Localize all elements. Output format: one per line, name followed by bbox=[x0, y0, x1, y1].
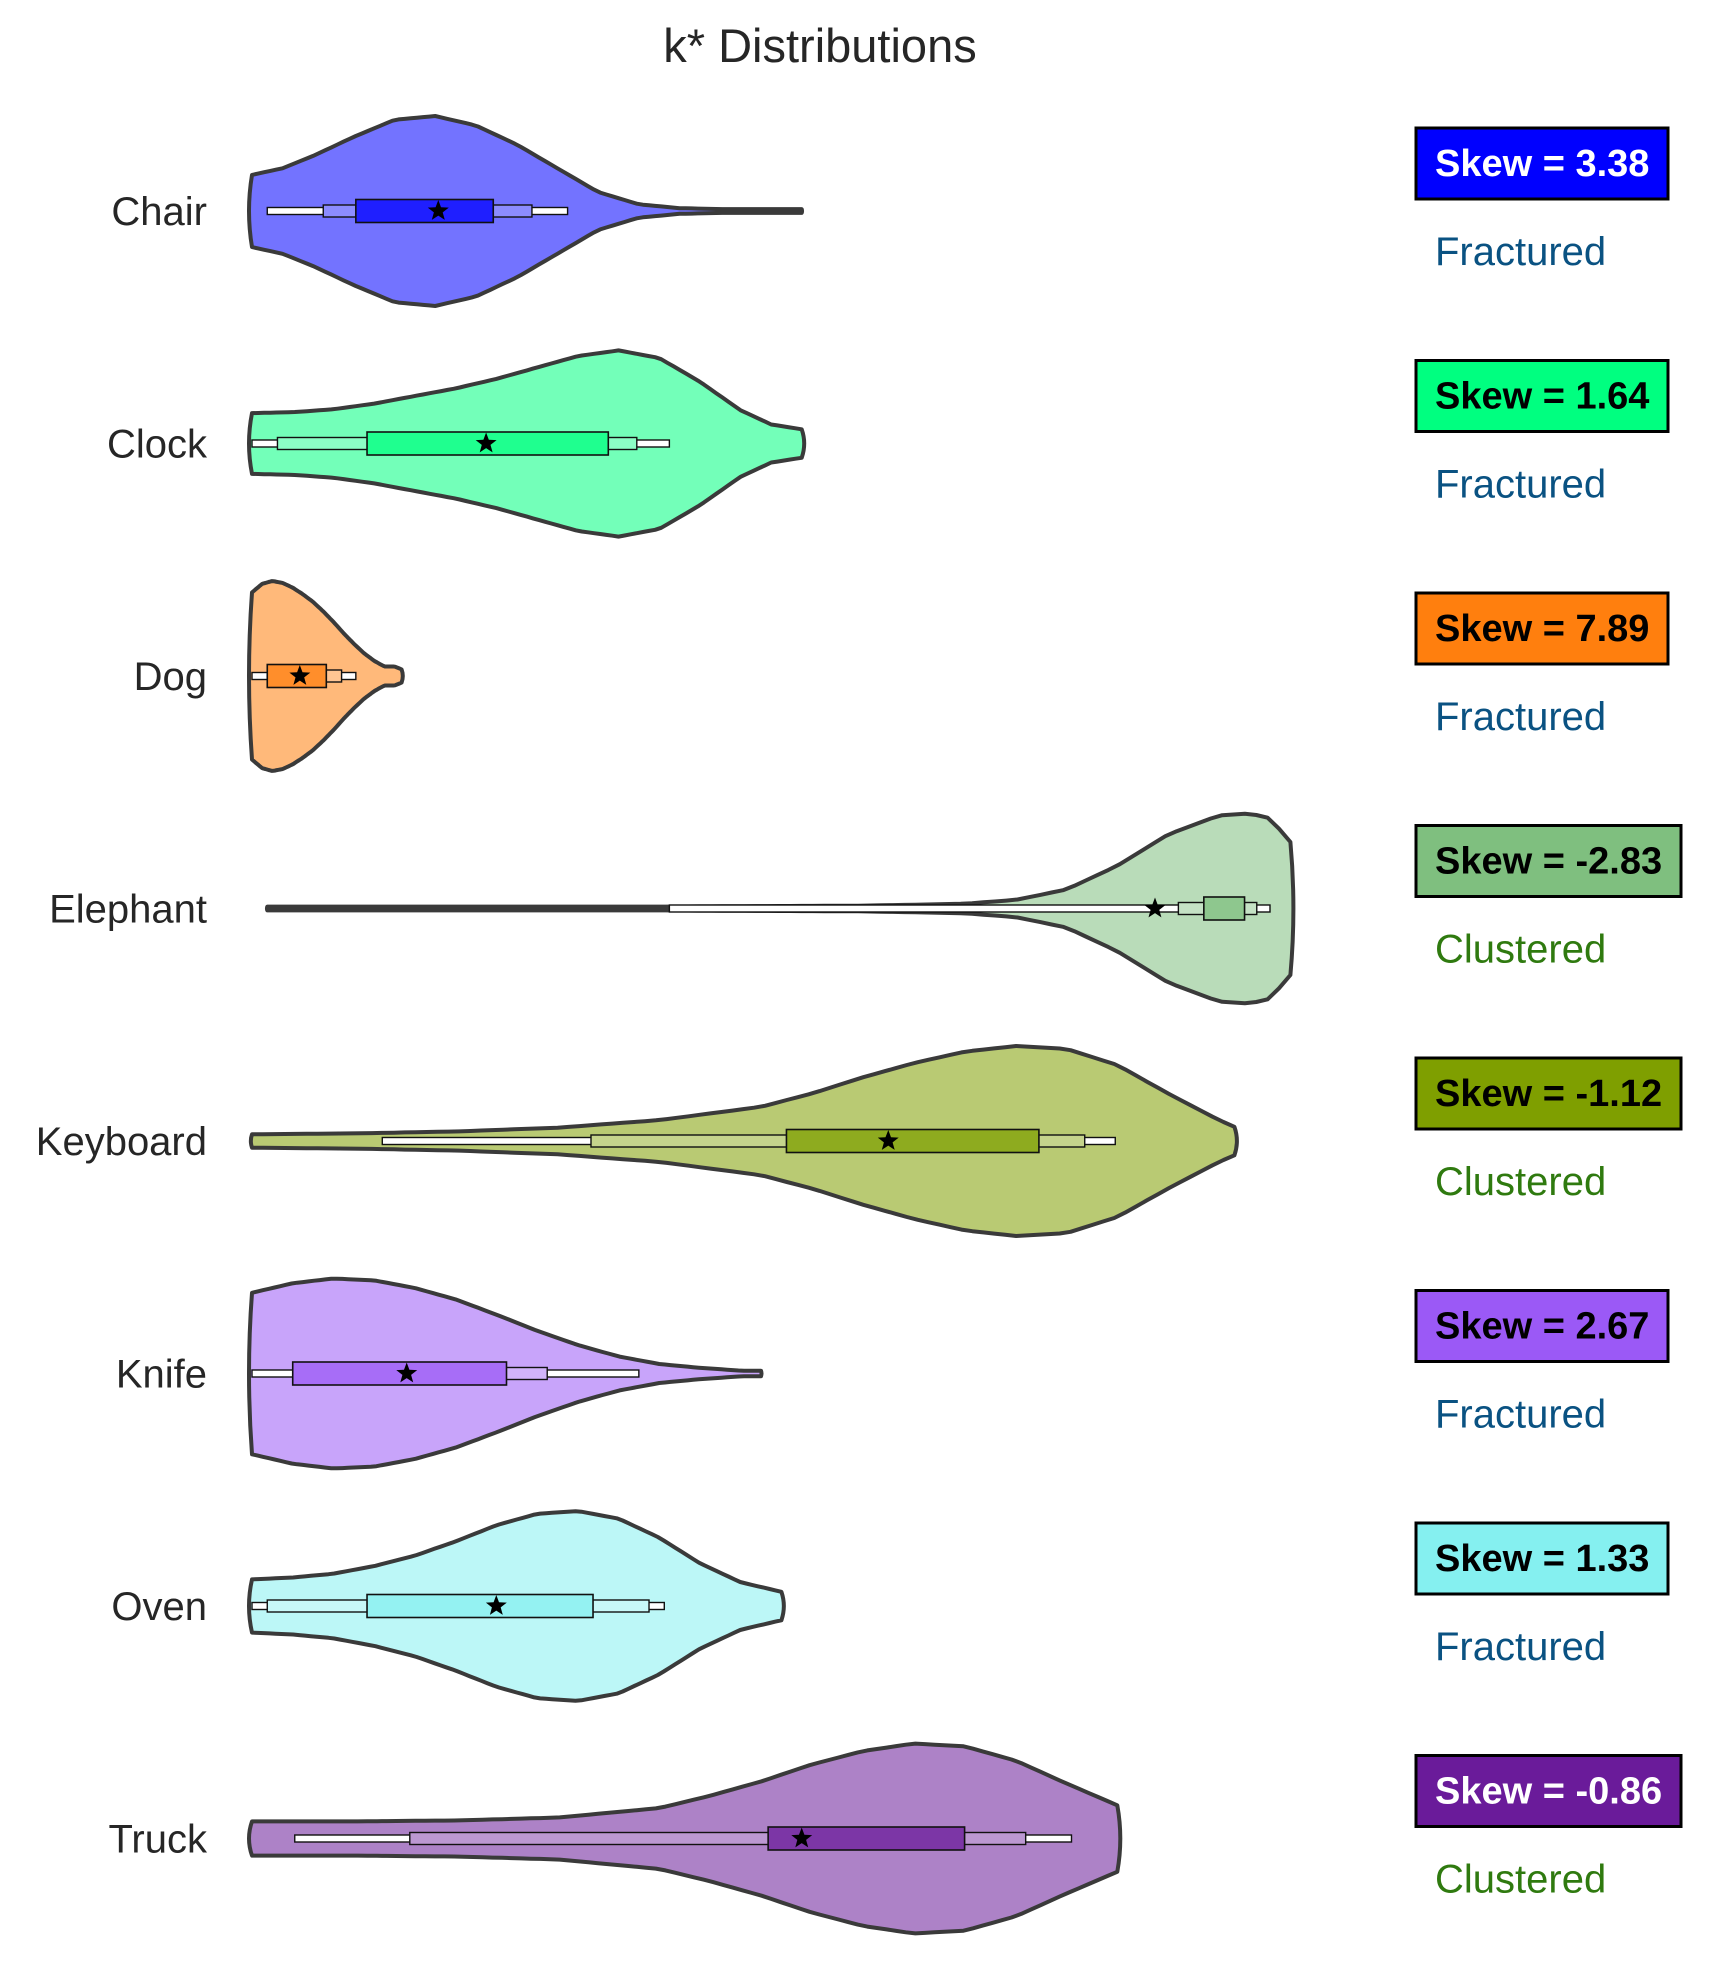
mean-star-marker bbox=[396, 1362, 418, 1383]
chart-title: k* Distributions bbox=[663, 19, 976, 72]
iqr-box bbox=[785, 1128, 1040, 1154]
status-label: Fractured bbox=[1435, 463, 1606, 507]
whisker-bar bbox=[668, 904, 1271, 913]
category-label: Clock bbox=[107, 423, 208, 467]
status-label: Fractured bbox=[1435, 1393, 1606, 1437]
iqr-box bbox=[355, 198, 495, 224]
category-label: Knife bbox=[116, 1353, 207, 1397]
violin-row: Dog Skew = 7.89 Fractured bbox=[134, 579, 1670, 773]
skew-label: Skew = 3.38 bbox=[1435, 143, 1649, 185]
skew-badge-box bbox=[1414, 824, 1683, 898]
category-label: Dog bbox=[134, 655, 207, 699]
category-label: Elephant bbox=[49, 888, 207, 932]
violin-row: Keyboard Skew = -1.12 Clustered bbox=[36, 1044, 1683, 1238]
skew-badge-box bbox=[1414, 1754, 1683, 1828]
skew-label: Skew = -0.86 bbox=[1435, 1771, 1662, 1813]
category-label: Chair bbox=[111, 190, 207, 234]
iqr-box bbox=[1203, 896, 1246, 921]
skew-badge-box bbox=[1414, 1521, 1670, 1596]
skew-badge: Skew = 1.64 bbox=[1414, 359, 1670, 433]
skew-label: Skew = -1.12 bbox=[1435, 1073, 1662, 1115]
status-label: Fractured bbox=[1435, 230, 1606, 274]
skew-badge: Skew = -1.12 bbox=[1414, 1056, 1683, 1131]
skew-badge: Skew = 1.33 bbox=[1414, 1521, 1670, 1596]
violin-row: Oven Skew = 1.33 Fractured bbox=[111, 1509, 1670, 1703]
skew-badge: Skew = 7.89 bbox=[1414, 591, 1670, 666]
mean-star-marker bbox=[877, 1130, 899, 1150]
skew-label: Skew = 1.33 bbox=[1435, 1538, 1649, 1580]
iqr-box bbox=[291, 1361, 508, 1386]
skew-label: Skew = -2.83 bbox=[1435, 841, 1662, 883]
skew-badge-box bbox=[1414, 1056, 1683, 1131]
skew-badge: Skew = 2.67 bbox=[1414, 1289, 1670, 1363]
mean-star-marker bbox=[427, 200, 449, 220]
mean-star-marker bbox=[791, 1827, 813, 1848]
status-label: Clustered bbox=[1435, 1160, 1606, 1204]
skew-label: Skew = 2.67 bbox=[1435, 1306, 1649, 1348]
status-label: Clustered bbox=[1435, 928, 1606, 972]
skew-badge-box bbox=[1414, 1289, 1670, 1363]
category-label: Oven bbox=[111, 1585, 207, 1629]
skew-label: Skew = 7.89 bbox=[1435, 608, 1649, 650]
status-label: Fractured bbox=[1435, 695, 1606, 739]
category-label: Truck bbox=[108, 1818, 208, 1862]
violin-row: Truck Skew = -0.86 Clustered bbox=[108, 1741, 1683, 1936]
violin-row: Chair Skew = 3.38 Fractured bbox=[111, 114, 1670, 308]
mean-star-marker bbox=[475, 432, 497, 453]
iqr-box bbox=[767, 1826, 966, 1851]
skew-label: Skew = 1.64 bbox=[1435, 376, 1649, 418]
skew-badge-box bbox=[1414, 126, 1670, 201]
violin-row: Knife Skew = 2.67 Fractured bbox=[116, 1276, 1670, 1471]
skew-badge-box bbox=[1414, 591, 1670, 666]
status-label: Fractured bbox=[1435, 1625, 1606, 1669]
violin-rows: Chair Skew = 3.38 Fractured Clock Skew = 1.6… bbox=[36, 114, 1683, 1936]
iqr-box bbox=[366, 1593, 594, 1619]
mean-star-marker bbox=[289, 665, 311, 685]
mean-star-marker bbox=[1144, 897, 1166, 918]
status-label: Clustered bbox=[1435, 1858, 1606, 1902]
violin-row: Clock Skew = 1.64 Fractured bbox=[107, 348, 1670, 539]
category-label: Keyboard bbox=[36, 1120, 207, 1164]
mean-star-marker bbox=[485, 1595, 507, 1615]
skew-badge-box bbox=[1414, 359, 1670, 433]
skew-badge: Skew = -2.83 bbox=[1414, 824, 1683, 898]
skew-badge: Skew = -0.86 bbox=[1414, 1754, 1683, 1828]
violin-row: Elephant Skew = -2.83 Clustered bbox=[49, 811, 1683, 1006]
skew-badge: Skew = 3.38 bbox=[1414, 126, 1670, 201]
